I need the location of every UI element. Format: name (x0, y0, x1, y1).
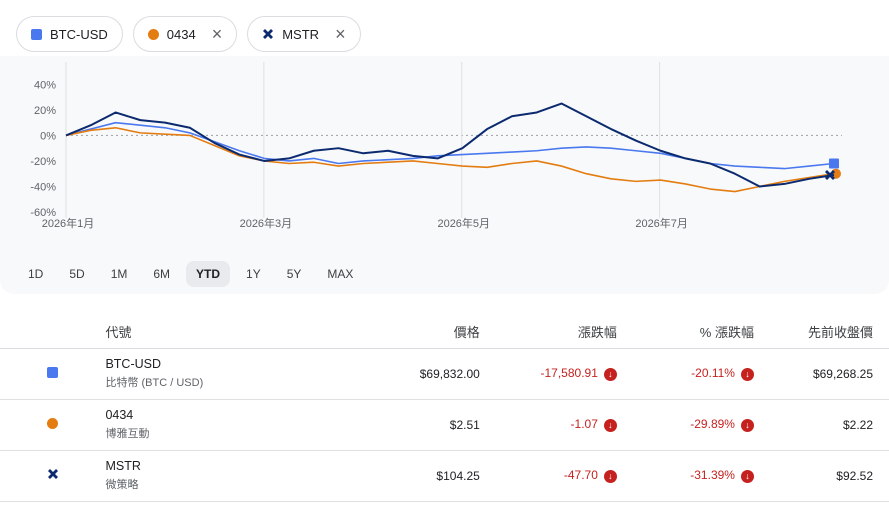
row-symbol: BTC-USD (105, 357, 162, 371)
row-price: $69,832.00 (326, 348, 480, 400)
end-marker-square (829, 158, 839, 169)
table-row[interactable]: MSTR 微策略 $104.25 -47.70 ↓ -31.39% ↓ $92.52 (0, 450, 889, 502)
row-prev-close: $69,268.25 (753, 348, 889, 400)
x-tick-label: 2026年1月 (42, 216, 95, 230)
circle-marker-icon (147, 28, 159, 40)
comparison-table: 代號 價格 漲跌幅 % 漲跌幅 先前收盤價 BTC-USD 比特幣 (BTC /… (0, 316, 889, 502)
series-line-mstr (65, 102, 835, 188)
header-prev-close: 先前收盤價 (753, 316, 889, 349)
down-arrow-icon: ↓ (603, 469, 617, 483)
row-prev-close: $92.52 (753, 450, 889, 502)
chip-0434[interactable]: 0434 × (132, 16, 238, 52)
y-tick-label: 0% (40, 130, 56, 142)
chip-label: 0434 (166, 26, 196, 42)
range-ytd[interactable]: YTD (186, 261, 231, 287)
square-marker-icon (47, 366, 59, 378)
header-symbol: 代號 (105, 316, 327, 349)
row-price: $104.25 (326, 450, 480, 502)
end-marker-cross (825, 169, 835, 180)
range-5d[interactable]: 5D (69, 267, 85, 281)
row-name: 微策略 (105, 479, 139, 491)
row-name: 博雅互動 (105, 428, 150, 440)
series-line-0434 (65, 126, 835, 193)
row-pct-change: -29.89% (690, 417, 735, 432)
table-row[interactable]: BTC-USD 比特幣 (BTC / USD) $69,832.00 -17,5… (0, 348, 889, 400)
down-arrow-icon: ↓ (603, 367, 617, 381)
row-pct-change: -31.39% (690, 468, 735, 483)
down-arrow-icon: ↓ (603, 418, 617, 432)
row-price: $2.51 (326, 399, 480, 451)
row-symbol: MSTR (105, 459, 141, 473)
header-marker (0, 316, 106, 349)
chip-btc-usd[interactable]: BTC-USD (16, 16, 123, 52)
range-6m[interactable]: 6M (153, 267, 171, 281)
range-1y[interactable]: 1Y (246, 267, 261, 281)
y-tick-label: 40% (34, 79, 56, 91)
down-arrow-icon: ↓ (740, 418, 754, 432)
range-5y[interactable]: 5Y (286, 267, 302, 281)
chip-mstr[interactable]: MSTR × (247, 16, 361, 52)
table-header-row: 代號 價格 漲跌幅 % 漲跌幅 先前收盤價 (0, 316, 889, 349)
close-icon[interactable]: × (211, 24, 223, 44)
y-tick-label: -20% (30, 156, 56, 168)
range-selector: 1D 5D 1M 6M YTD 1Y 5Y MAX (18, 261, 363, 287)
row-change: -1.07 (570, 417, 598, 432)
series-line-btc-usd (65, 121, 835, 170)
comparison-line-chart[interactable]: 40% 20% 0% -20% -40% -60%2026年1月 2026年3月 2026年5… (0, 56, 889, 236)
header-price: 價格 (326, 316, 480, 349)
down-arrow-icon: ↓ (740, 469, 754, 483)
cross-marker-icon (263, 29, 274, 39)
chip-label: MSTR (282, 26, 320, 42)
header-pct-change: % 漲跌幅 (616, 316, 754, 349)
row-change: -17,580.91 (540, 366, 598, 381)
y-tick-label: -40% (30, 181, 56, 193)
range-1d[interactable]: 1D (28, 267, 44, 281)
row-prev-close: $2.22 (753, 399, 889, 451)
y-tick-label: 20% (34, 105, 56, 117)
circle-marker-icon (47, 417, 59, 429)
comparison-chips: BTC-USD 0434 × MSTR × (16, 16, 361, 52)
row-pct-change: -20.11% (691, 366, 735, 381)
x-tick-label: 2026年5月 (437, 216, 490, 230)
row-change: -47.70 (563, 468, 598, 483)
square-marker-icon (31, 28, 42, 40)
table-row[interactable]: 0434 博雅互動 $2.51 -1.07 ↓ -29.89% ↓ $2.22 (0, 399, 889, 451)
x-tick-label: 2026年3月 (240, 216, 293, 230)
y-tick-label: -60% (30, 207, 56, 219)
range-max[interactable]: MAX (327, 267, 354, 281)
row-name: 比特幣 (BTC / USD) (105, 377, 204, 389)
range-1m[interactable]: 1M (110, 267, 128, 281)
down-arrow-icon: ↓ (740, 367, 754, 381)
close-icon[interactable]: × (335, 24, 346, 44)
header-change: 漲跌幅 (479, 316, 617, 349)
cross-marker-icon (47, 469, 58, 479)
row-symbol: 0434 (105, 408, 134, 422)
chip-label: BTC-USD (50, 26, 108, 42)
chart-panel: 40% 20% 0% -20% -40% -60% 2026年1月 2026年3月 2026年5… (0, 56, 889, 294)
x-tick-label: 2026年7月 (635, 216, 688, 230)
